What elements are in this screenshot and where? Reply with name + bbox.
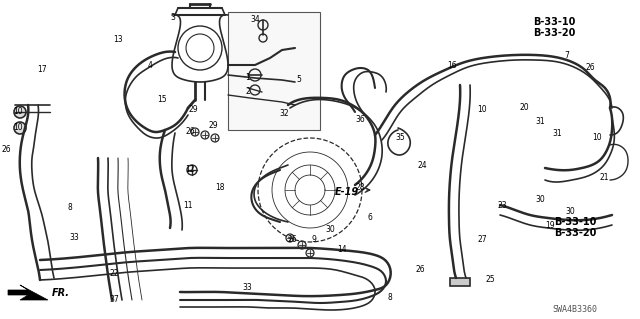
Text: 10: 10 — [13, 108, 23, 116]
Text: 14: 14 — [337, 246, 347, 255]
Text: 31: 31 — [552, 130, 562, 138]
Text: 4: 4 — [148, 61, 152, 70]
Text: 6: 6 — [367, 213, 372, 222]
Text: 22: 22 — [109, 270, 119, 278]
Text: 10: 10 — [592, 133, 602, 143]
Text: B-33-20: B-33-20 — [554, 228, 596, 238]
Text: 16: 16 — [447, 61, 457, 70]
Text: 26: 26 — [185, 128, 195, 137]
Text: 35: 35 — [395, 133, 405, 143]
Circle shape — [14, 122, 26, 134]
Text: 36: 36 — [355, 115, 365, 124]
Text: 3: 3 — [171, 13, 175, 23]
Text: 18: 18 — [215, 183, 225, 192]
Text: 30: 30 — [535, 196, 545, 204]
Text: 2: 2 — [246, 87, 250, 97]
Text: 24: 24 — [417, 160, 427, 169]
Circle shape — [14, 106, 26, 118]
Text: 26: 26 — [415, 265, 425, 275]
Text: 29: 29 — [188, 106, 198, 115]
Text: 26: 26 — [585, 63, 595, 72]
Text: 37: 37 — [109, 295, 119, 305]
Polygon shape — [8, 285, 48, 300]
Circle shape — [286, 234, 294, 242]
Text: E-19: E-19 — [335, 187, 359, 197]
Text: B-33-10: B-33-10 — [533, 17, 575, 27]
Text: 27: 27 — [477, 235, 487, 244]
Text: SWA4B3360: SWA4B3360 — [552, 306, 598, 315]
Circle shape — [298, 241, 306, 249]
Text: 33: 33 — [242, 283, 252, 292]
Text: 31: 31 — [535, 117, 545, 127]
Text: 21: 21 — [599, 174, 609, 182]
Text: 19: 19 — [545, 220, 555, 229]
Text: 32: 32 — [279, 109, 289, 118]
Text: FR.: FR. — [52, 288, 70, 298]
Text: 10: 10 — [477, 106, 487, 115]
Text: 17: 17 — [37, 65, 47, 75]
Text: 30: 30 — [565, 207, 575, 217]
Text: B-33-20: B-33-20 — [533, 28, 575, 38]
Text: 25: 25 — [485, 276, 495, 285]
Text: 28: 28 — [355, 183, 365, 192]
Text: 5: 5 — [296, 76, 301, 85]
Text: 26: 26 — [1, 145, 11, 154]
Circle shape — [201, 131, 209, 139]
Text: 10: 10 — [13, 123, 23, 132]
Bar — [228, 12, 320, 130]
Text: 11: 11 — [183, 201, 193, 210]
Text: 26: 26 — [287, 235, 297, 244]
Text: 13: 13 — [113, 35, 123, 44]
Text: 7: 7 — [564, 50, 570, 60]
Circle shape — [191, 128, 199, 136]
Text: 20: 20 — [519, 103, 529, 113]
Text: 23: 23 — [497, 201, 507, 210]
Circle shape — [211, 134, 219, 142]
Text: 15: 15 — [157, 95, 167, 105]
Text: 8: 8 — [68, 204, 72, 212]
Text: 12: 12 — [185, 166, 195, 174]
Bar — [450, 278, 470, 286]
Text: B-33-10: B-33-10 — [554, 217, 596, 227]
Text: 30: 30 — [325, 226, 335, 234]
Text: 9: 9 — [312, 235, 316, 244]
Text: 29: 29 — [208, 122, 218, 130]
Text: 33: 33 — [69, 233, 79, 241]
Text: 34: 34 — [250, 16, 260, 25]
Text: 8: 8 — [388, 293, 392, 301]
Circle shape — [306, 249, 314, 257]
Text: 1: 1 — [246, 73, 250, 83]
